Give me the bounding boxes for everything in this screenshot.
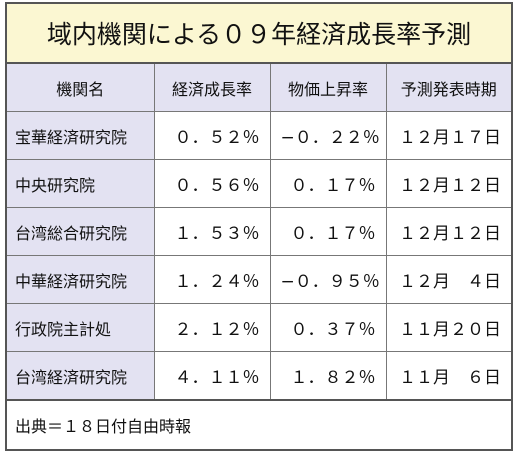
table-cell: １２月１７日: [385, 111, 513, 160]
institution-name: 台湾総合研究院: [5, 207, 155, 256]
table-cell: １１月２０日: [385, 303, 513, 352]
institution-name: 宝華経済研究院: [5, 111, 155, 160]
table-cell: ０．５６％: [153, 159, 271, 208]
column-header: 経済成長率: [153, 62, 271, 112]
table-cell: ０．１７％: [269, 159, 387, 208]
institution-name: 台湾経済研究院: [5, 351, 155, 401]
table-cell: １．５３％: [153, 207, 271, 256]
table-cell: ０．３７％: [269, 303, 387, 352]
table-cell: ４．１１％: [153, 351, 271, 401]
table-cell: ０．５２％: [153, 111, 271, 160]
title: 域内機関による０９年経済成長率予測: [5, 2, 513, 64]
column-header: 物価上昇率: [269, 62, 387, 112]
table-cell: ２．１２％: [153, 303, 271, 352]
institution-name: 中央研究院: [5, 159, 155, 208]
table-row: 行政院主計処 ２．１２％ ０．３７％ １１月２０日: [5, 303, 513, 352]
source-note: 出典＝１８日付自由時報: [5, 399, 513, 451]
column-header: 機関名: [5, 62, 155, 112]
table-body: 宝華経済研究院 ０．５２％ −０．２２％ １２月１７日 中央研究院 ０．５６％ ０．１７％ １…: [5, 111, 513, 401]
column-header: 予測発表時期: [385, 62, 513, 112]
institution-name: 行政院主計処: [5, 303, 155, 352]
table-cell: １．８２％: [269, 351, 387, 401]
table-cell: １２月１２日: [385, 159, 513, 208]
header-row: 機関名 経済成長率 物価上昇率 予測発表時期: [5, 62, 513, 112]
table-row: 中華経済研究院 １．２４％ −０．９５％ １２月 ４日: [5, 255, 513, 304]
table-cell: ０．１７％: [269, 207, 387, 256]
table-cell: １１月 ６日: [385, 351, 513, 401]
table-cell: −０．９５％: [269, 255, 387, 304]
table-cell: −０．２２％: [269, 111, 387, 160]
table-row: 宝華経済研究院 ０．５２％ −０．２２％ １２月１７日: [5, 111, 513, 160]
institution-name: 中華経済研究院: [5, 255, 155, 304]
table-cell: １２月 ４日: [385, 255, 513, 304]
table-row: 台湾総合研究院 １．５３％ ０．１７％ １２月１２日: [5, 207, 513, 256]
table-row: 中央研究院 ０．５６％ ０．１７％ １２月１２日: [5, 159, 513, 208]
forecast-table: 域内機関による０９年経済成長率予測 機関名 経済成長率 物価上昇率 予測発表時期 宝華…: [5, 2, 514, 451]
table-cell: １２月１２日: [385, 207, 513, 256]
table-row: 台湾経済研究院 ４．１１％ １．８２％ １１月 ６日: [5, 351, 513, 401]
table-cell: １．２４％: [153, 255, 271, 304]
